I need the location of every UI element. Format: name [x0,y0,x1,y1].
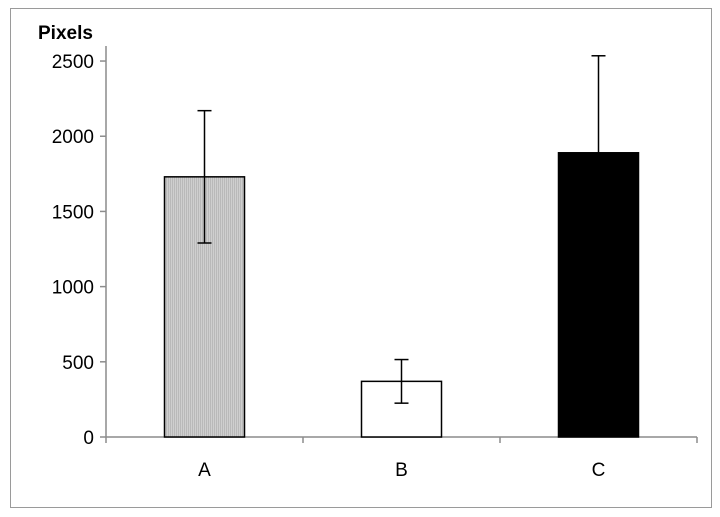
y-tick-label: 0 [83,428,94,449]
x-tick-label-a: A [198,460,211,481]
x-axis-ticks: A B C [105,437,698,481]
x-tick-label-c: C [592,460,606,481]
y-tick-label: 2000 [52,127,94,148]
bar-a [163,176,246,438]
error-bar-c [591,55,606,153]
bar-c [557,152,640,438]
error-bars [197,55,606,404]
error-bar-b [394,358,409,404]
bars [163,152,640,438]
y-axis-ticks: 0 500 1000 1500 2000 2500 [52,52,106,449]
error-bar-a [197,109,212,244]
y-axis-label: Pixels [38,23,93,44]
x-tick-label-b: B [395,460,408,481]
y-tick-label: 1500 [52,202,94,223]
y-tick-label: 1000 [52,278,94,299]
chart-frame [10,8,712,508]
y-tick-label: 500 [62,353,94,374]
y-tick-label: 2500 [52,52,94,73]
